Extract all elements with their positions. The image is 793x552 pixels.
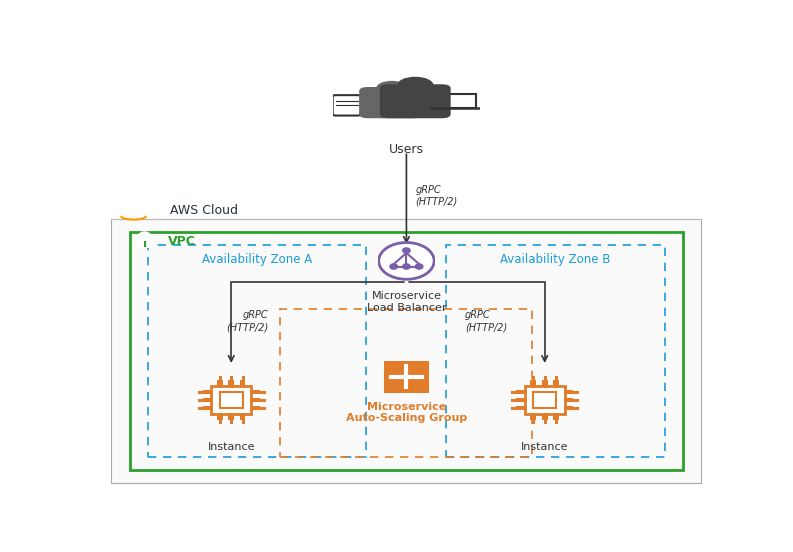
Text: Instance: Instance xyxy=(208,442,255,452)
Text: Availability Zone B: Availability Zone B xyxy=(500,253,611,266)
Text: Users: Users xyxy=(389,142,424,156)
Text: gRPC
(HTTP/2): gRPC (HTTP/2) xyxy=(416,185,458,206)
Text: Instance: Instance xyxy=(521,442,569,452)
Bar xyxy=(446,245,665,457)
Text: Microservice
Auto-Scaling Group: Microservice Auto-Scaling Group xyxy=(346,402,467,423)
Bar xyxy=(130,232,683,470)
Bar xyxy=(281,309,532,457)
Text: gRPC
(HTTP/2): gRPC (HTTP/2) xyxy=(226,310,268,332)
Bar xyxy=(111,219,702,483)
Text: gRPC
(HTTP/2): gRPC (HTTP/2) xyxy=(465,310,507,332)
Text: AWS Cloud: AWS Cloud xyxy=(170,204,238,217)
Text: VPC: VPC xyxy=(168,235,196,248)
Bar xyxy=(148,245,366,457)
Text: Microservice
Load Balancer: Microservice Load Balancer xyxy=(366,291,446,313)
Text: Availability Zone A: Availability Zone A xyxy=(202,253,312,266)
